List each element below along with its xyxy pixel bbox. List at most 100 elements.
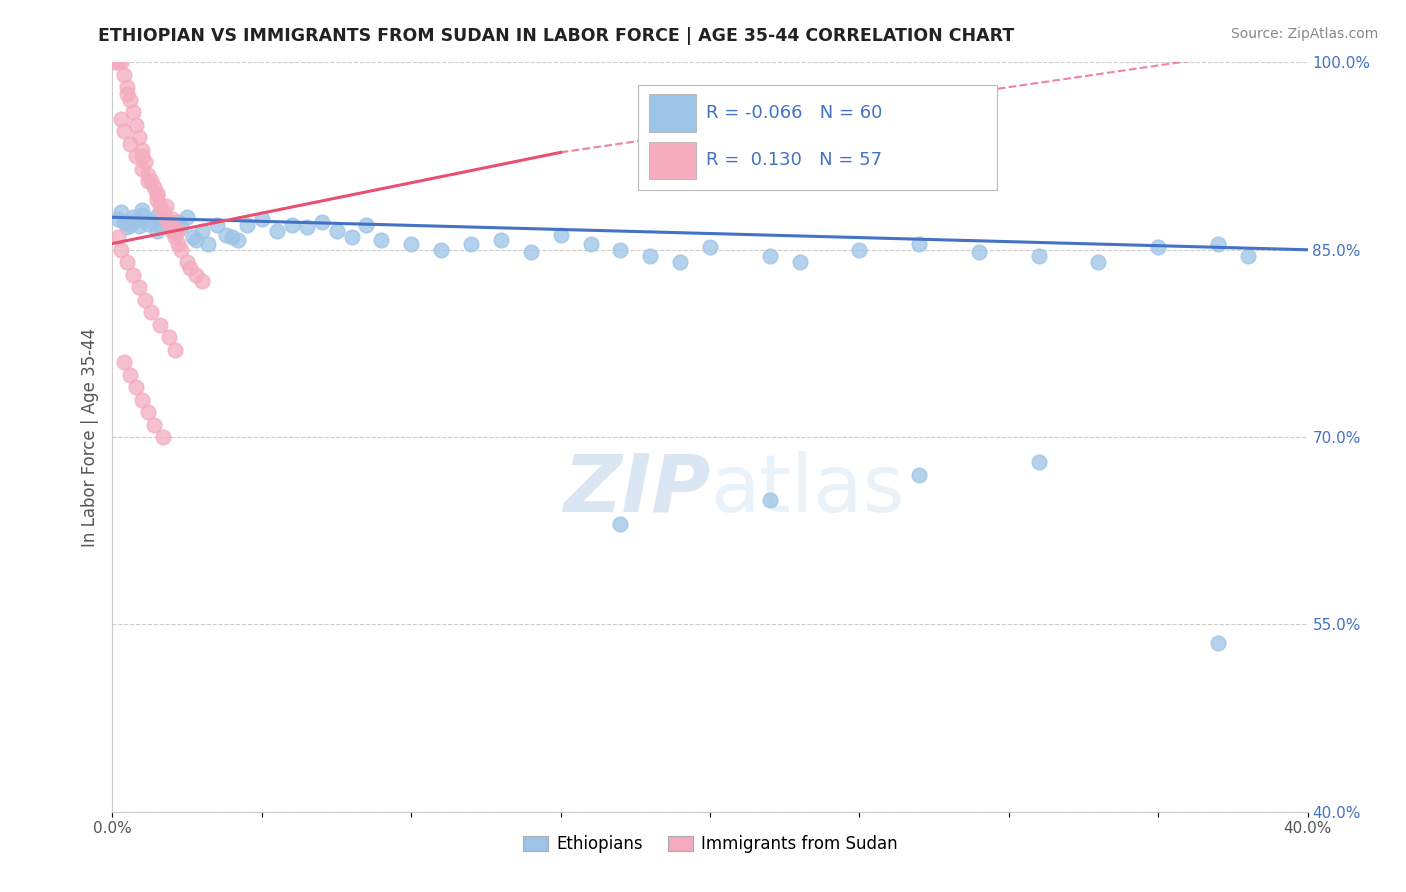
Point xyxy=(176,255,198,269)
Y-axis label: In Labor Force | Age 35-44: In Labor Force | Age 35-44 xyxy=(80,327,98,547)
Point xyxy=(134,293,156,307)
Point xyxy=(104,55,127,70)
Point xyxy=(205,218,228,232)
Point xyxy=(266,224,288,238)
Point xyxy=(281,218,304,232)
Point xyxy=(149,219,172,233)
Point xyxy=(134,155,156,169)
Point xyxy=(848,243,870,257)
Point xyxy=(1087,255,1109,269)
Point xyxy=(131,202,153,217)
Point xyxy=(226,233,249,247)
Point xyxy=(152,430,174,444)
Point xyxy=(197,236,219,251)
Point xyxy=(131,143,153,157)
Point xyxy=(125,118,148,132)
Point xyxy=(550,227,572,242)
Point xyxy=(157,330,180,344)
Point xyxy=(157,218,180,232)
Point xyxy=(117,255,139,269)
Point xyxy=(165,225,187,239)
Point xyxy=(131,161,153,176)
Point xyxy=(520,245,543,260)
Point xyxy=(640,249,662,263)
Point xyxy=(162,211,183,226)
Point xyxy=(122,211,145,225)
Point xyxy=(489,233,512,247)
Point xyxy=(430,243,453,257)
Point xyxy=(120,93,142,107)
Point xyxy=(1237,249,1260,263)
Point xyxy=(356,218,378,232)
Point xyxy=(1028,455,1050,469)
Point xyxy=(146,209,169,223)
Point xyxy=(1147,240,1170,254)
Point xyxy=(120,368,142,382)
Point xyxy=(107,211,129,226)
Point xyxy=(117,220,139,235)
Point xyxy=(131,149,153,163)
Point xyxy=(186,233,208,247)
Text: atlas: atlas xyxy=(710,450,904,529)
Point xyxy=(221,230,243,244)
Point xyxy=(128,219,150,233)
Legend: Ethiopians, Immigrants from Sudan: Ethiopians, Immigrants from Sudan xyxy=(516,829,904,860)
Point xyxy=(131,208,153,222)
Point xyxy=(162,224,183,238)
Point xyxy=(138,168,160,182)
Point xyxy=(141,174,163,188)
Point xyxy=(179,261,201,276)
Point xyxy=(167,224,190,238)
Point xyxy=(114,215,135,229)
Point xyxy=(699,240,721,254)
Point xyxy=(141,305,163,319)
Point xyxy=(609,243,631,257)
Point xyxy=(110,55,132,70)
Point xyxy=(128,280,150,294)
Point xyxy=(908,236,931,251)
Point xyxy=(138,174,160,188)
Point xyxy=(122,268,145,282)
Text: Source: ZipAtlas.com: Source: ZipAtlas.com xyxy=(1230,27,1378,41)
Point xyxy=(191,224,214,238)
Point xyxy=(250,211,273,226)
Point xyxy=(138,217,160,231)
Point xyxy=(152,205,174,219)
Point xyxy=(120,218,142,232)
Point xyxy=(170,220,193,235)
Point xyxy=(117,80,139,95)
Point xyxy=(1206,236,1229,251)
Point xyxy=(149,318,172,332)
Point xyxy=(125,212,148,227)
Text: ZIP: ZIP xyxy=(562,450,710,529)
Point xyxy=(181,230,204,244)
Point xyxy=(236,218,259,232)
Point xyxy=(1028,249,1050,263)
Point xyxy=(340,230,363,244)
Point xyxy=(759,249,782,263)
Text: ETHIOPIAN VS IMMIGRANTS FROM SUDAN IN LABOR FORCE | AGE 35-44 CORRELATION CHART: ETHIOPIAN VS IMMIGRANTS FROM SUDAN IN LA… xyxy=(98,27,1015,45)
Point xyxy=(325,224,347,238)
Point xyxy=(759,492,782,507)
Point xyxy=(128,130,150,145)
Point xyxy=(669,255,692,269)
Point xyxy=(186,268,208,282)
Point xyxy=(370,233,392,247)
Point xyxy=(155,199,177,213)
Point xyxy=(295,220,318,235)
Point xyxy=(107,55,129,70)
Point xyxy=(141,214,163,228)
Point xyxy=(149,199,172,213)
Point xyxy=(579,236,602,251)
Point xyxy=(143,417,166,432)
Point xyxy=(609,517,631,532)
Point xyxy=(165,343,187,357)
Point xyxy=(138,405,160,419)
Point xyxy=(170,243,193,257)
Point xyxy=(110,243,132,257)
Point xyxy=(114,124,135,138)
Point xyxy=(155,211,177,226)
Point xyxy=(122,105,145,120)
Point xyxy=(967,245,990,260)
Point xyxy=(311,215,333,229)
